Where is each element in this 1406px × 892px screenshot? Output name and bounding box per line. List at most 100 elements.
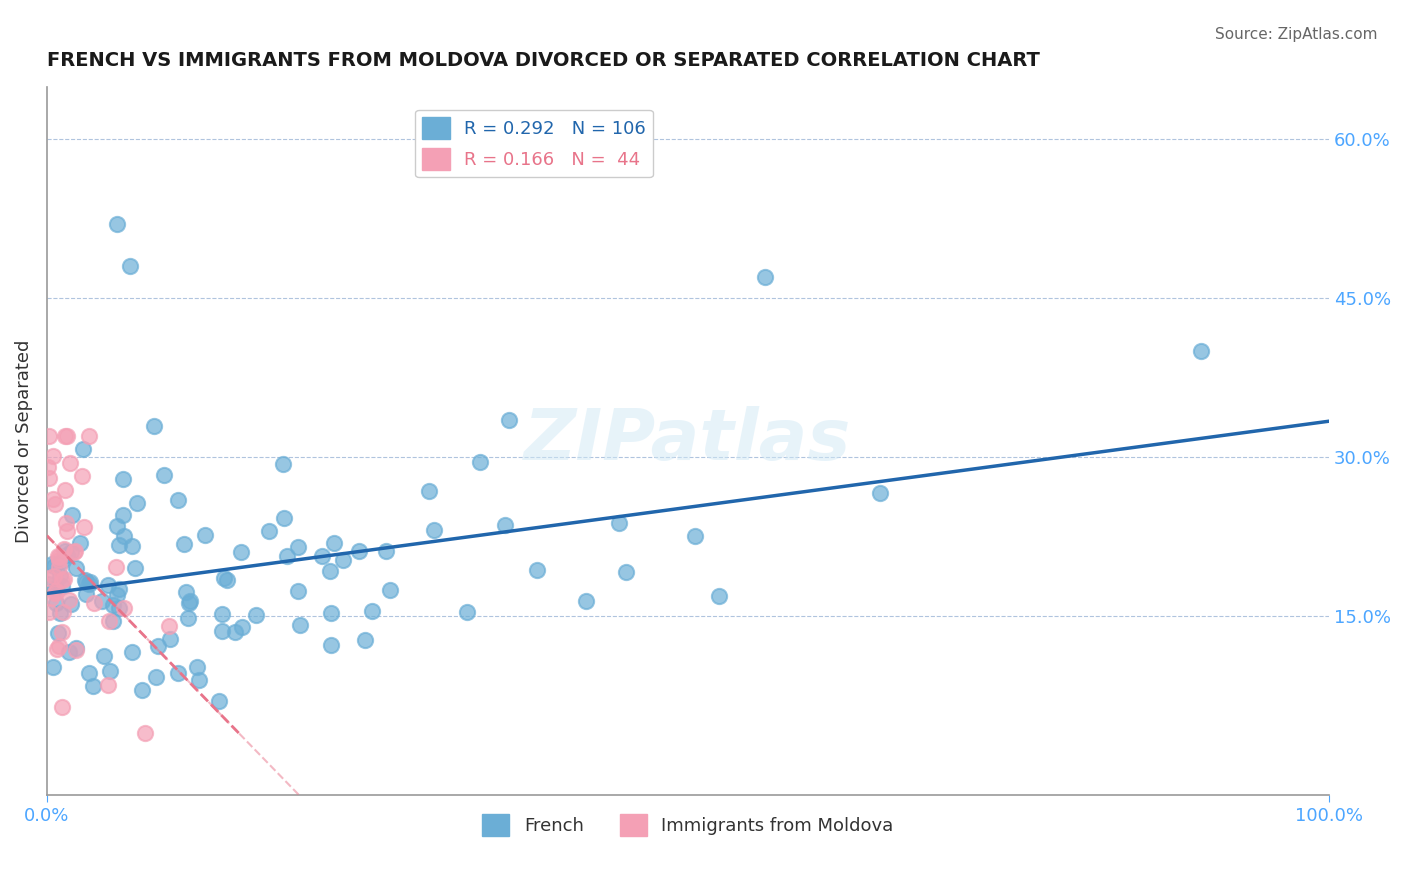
French: [224, 625, 246, 640]
French: [127, 496, 149, 510]
Immigrants from Moldova: [51, 624, 73, 639]
French: [332, 553, 354, 567]
French: [65, 560, 87, 574]
French: [69, 536, 91, 550]
French: [311, 549, 333, 564]
Immigrants from Moldova: [44, 586, 66, 600]
French: [231, 620, 253, 634]
French: [361, 604, 384, 618]
Immigrants from Moldova: [72, 469, 94, 483]
French: [72, 442, 94, 456]
Immigrants from Moldova: [48, 549, 70, 564]
French: [145, 670, 167, 684]
French: [107, 538, 129, 552]
Immigrants from Moldova: [37, 571, 59, 585]
French: [494, 518, 516, 533]
Immigrants from Moldova: [55, 516, 77, 530]
French: [353, 632, 375, 647]
French: [166, 493, 188, 508]
Immigrants from Moldova: [58, 592, 80, 607]
Immigrants from Moldova: [45, 641, 67, 656]
French: [60, 508, 83, 522]
Legend: French, Immigrants from Moldova: French, Immigrants from Moldova: [475, 806, 901, 843]
French: [276, 549, 298, 563]
French: [93, 649, 115, 664]
French: [174, 585, 197, 599]
French: [77, 665, 100, 680]
French: [271, 457, 294, 471]
French: [55, 548, 77, 562]
French: [211, 607, 233, 622]
French: [159, 632, 181, 646]
French: [167, 666, 190, 681]
French: [418, 484, 440, 499]
French: [153, 468, 176, 483]
Immigrants from Moldova: [48, 553, 70, 567]
Immigrants from Moldova: [45, 583, 67, 598]
Immigrants from Moldova: [53, 572, 76, 586]
Immigrants from Moldova: [63, 545, 86, 559]
French: [82, 679, 104, 693]
Immigrants from Moldova: [38, 471, 60, 485]
French: [42, 659, 65, 673]
Immigrants from Moldova: [104, 560, 127, 574]
French: [79, 576, 101, 591]
Text: ZIPatlas: ZIPatlas: [524, 407, 852, 475]
French: [121, 645, 143, 659]
French: [231, 545, 253, 559]
French: [322, 536, 344, 550]
French: [97, 577, 120, 591]
French: [103, 598, 125, 612]
French: [75, 574, 97, 588]
French: [112, 528, 135, 542]
French: [101, 614, 124, 628]
French: [173, 537, 195, 551]
Immigrants from Moldova: [97, 614, 120, 628]
French: [91, 594, 114, 608]
Immigrants from Moldova: [39, 591, 62, 606]
French: [208, 693, 231, 707]
French: [287, 583, 309, 598]
French: [60, 598, 83, 612]
French: [188, 673, 211, 688]
French: [98, 664, 121, 678]
French: [287, 540, 309, 554]
French: [319, 638, 342, 652]
Immigrants from Moldova: [97, 677, 120, 691]
Y-axis label: Divorced or Separated: Divorced or Separated: [15, 339, 32, 542]
French: [41, 557, 63, 571]
Immigrants from Moldova: [157, 619, 180, 633]
Immigrants from Moldova: [52, 606, 75, 620]
Immigrants from Moldova: [56, 524, 79, 539]
Immigrants from Moldova: [51, 573, 73, 587]
Immigrants from Moldova: [77, 428, 100, 442]
French: [498, 413, 520, 427]
French: [212, 571, 235, 585]
Immigrants from Moldova: [134, 725, 156, 739]
French: [105, 518, 128, 533]
French: [869, 485, 891, 500]
Immigrants from Moldova: [65, 543, 87, 558]
French: [288, 617, 311, 632]
Immigrants from Moldova: [83, 596, 105, 610]
Immigrants from Moldova: [38, 428, 60, 442]
French: [107, 217, 129, 231]
French: [456, 605, 478, 619]
French: [111, 508, 134, 522]
French: [186, 659, 208, 673]
French: [319, 565, 342, 579]
French: [194, 528, 217, 542]
French: [48, 569, 70, 583]
Immigrants from Moldova: [53, 483, 76, 498]
Immigrants from Moldova: [44, 497, 66, 511]
Immigrants from Moldova: [42, 568, 65, 582]
Immigrants from Moldova: [59, 456, 82, 470]
Immigrants from Moldova: [42, 491, 65, 506]
French: [51, 554, 73, 568]
French: [468, 455, 491, 469]
French: [111, 472, 134, 486]
French: [49, 606, 72, 620]
French: [179, 594, 201, 608]
French: [179, 596, 201, 610]
French: [53, 544, 76, 558]
